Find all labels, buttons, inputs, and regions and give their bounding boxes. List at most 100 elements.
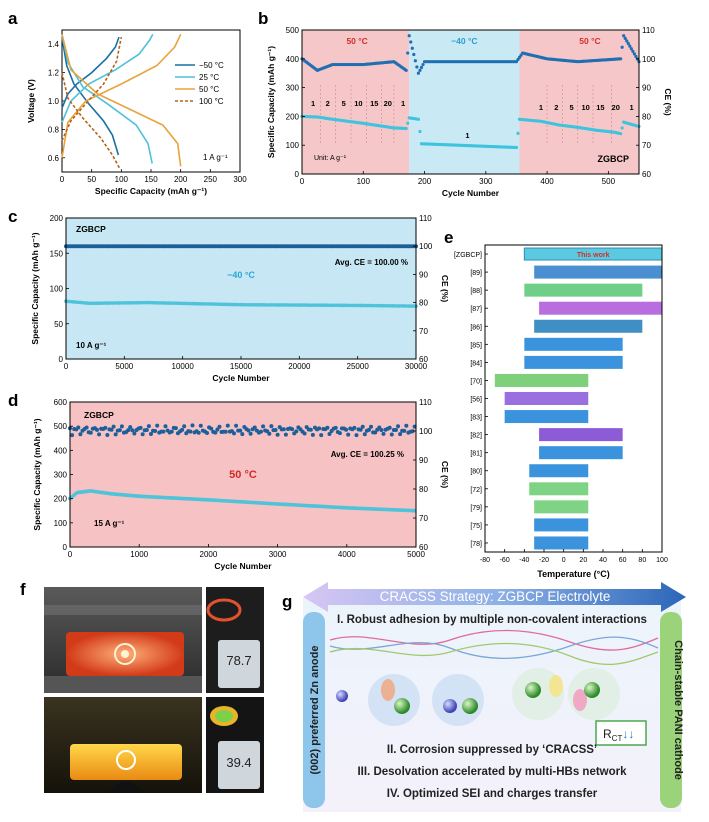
y-axis-label: Specific Capacity (mAh g⁻¹) [266, 46, 276, 158]
x-tick-label: 100 [656, 557, 668, 564]
y-tick-label: 600 [54, 398, 68, 407]
x-axis-label: Specific Capacity (mAh g⁻¹) [95, 186, 207, 196]
ce-point [205, 430, 210, 435]
ce-point [337, 431, 342, 436]
rate-label: 1 [539, 103, 543, 112]
y-right-tick-label: 80 [419, 485, 428, 494]
electrolyte-name: ZGBCP [598, 154, 630, 164]
ce-point [619, 57, 623, 61]
rate-label: 20 [384, 99, 392, 108]
y-right-tick-label: 110 [642, 26, 655, 35]
ce-point [182, 424, 187, 429]
capacity-point [514, 145, 519, 150]
ce-point [144, 427, 149, 432]
y-tick-label: 0.8 [48, 125, 60, 134]
x-tick-label: 0 [300, 177, 305, 186]
x-axis-label: Cycle Number [214, 561, 272, 571]
y-axis-label: Specific Capacity (mAh g⁻¹) [30, 232, 40, 344]
ce-point [409, 40, 413, 44]
capacity-point [619, 132, 623, 136]
ce-point [319, 433, 324, 438]
ce-point [113, 432, 118, 437]
ce-point [404, 423, 409, 428]
legend-label: −50 °C [199, 61, 224, 70]
y-tick-label: 1.0 [48, 97, 60, 106]
ce-point [381, 431, 386, 436]
x-tick-label: 0 [562, 557, 566, 564]
capacity-point [620, 126, 624, 130]
thermometer-display-top [218, 640, 260, 688]
series-charge-curve [61, 36, 120, 109]
y-right-tick-label: 80 [419, 299, 428, 308]
x-tick-label: 60 [619, 557, 627, 564]
ce-point [410, 46, 414, 50]
ce-point [163, 424, 168, 429]
y-tick-label: 50 [54, 320, 63, 329]
x-tick-label: 50 [87, 175, 96, 184]
ce-point [358, 427, 363, 432]
temperature-range-bar [539, 301, 662, 315]
chart-a-voltage-profiles: 0 50 100 150 200 250 300 0.6 0.8 1.0 1.2 1.4 Specifi… [26, 29, 247, 196]
temperature-range-bar [534, 518, 589, 532]
ce-point [366, 427, 371, 432]
temperature-range-bar [529, 464, 589, 478]
panel-f-photos: 78.7 39.4 [44, 587, 264, 793]
ce-point [623, 36, 627, 40]
reference-label: [85] [470, 342, 482, 349]
y-right-axis-label: CE (%) [663, 88, 673, 116]
ce-point [325, 425, 330, 430]
rct-symbol: R [603, 727, 612, 741]
x-tick-label: 3000 [269, 550, 287, 559]
rate-label: 2 [554, 103, 558, 112]
ce-point [238, 428, 243, 433]
ce-point [209, 426, 214, 431]
temperature-range-bar [534, 265, 662, 279]
ce-point [146, 424, 151, 429]
reference-label: [87] [470, 306, 482, 313]
x-tick-label: 2000 [200, 550, 218, 559]
ce-point [634, 54, 638, 59]
ce-point [109, 427, 114, 432]
rate-label: 15 [370, 99, 378, 108]
ce-point [78, 432, 83, 437]
panel-g-schematic: CRACSS Strategy: ZGBCP Electrolyte (002)… [303, 582, 686, 812]
region-bg-minus40 [409, 30, 520, 174]
temperature-label: −40 °C [227, 270, 255, 280]
x-tick-label: -80 [480, 557, 490, 564]
electrolyte-name: ZGBCP [76, 224, 106, 234]
svg-text:RCT↓↓: RCT↓↓ [603, 727, 634, 743]
ce-point [352, 425, 357, 430]
y-tick-label: 0 [63, 543, 68, 552]
panel-label-a: a [8, 9, 18, 28]
ce-point [126, 428, 131, 433]
chart-d-long-cycling-50c: 0 1000 2000 3000 4000 5000 0 100 200 300 400 500 600… [32, 398, 450, 571]
pani-cathode-label: Chain-stable PANI cathode [672, 640, 684, 780]
chart-b-rate-performance: 0 100 200 300 400 500 0 100 200 300 400 500 60 70 80 90… [266, 26, 673, 198]
rate-annotation: 15 A g⁻¹ [94, 519, 125, 528]
ce-point [294, 429, 299, 434]
y-tick-label: 0 [59, 355, 64, 364]
thermometer-reading-top: 78.7 [226, 653, 251, 668]
reference-label: [84] [470, 360, 482, 367]
this-work-label: This work [577, 252, 610, 259]
y-right-tick-label: 70 [419, 327, 428, 336]
y-tick-label: 100 [50, 285, 64, 294]
ce-point [111, 424, 116, 429]
ce-point [302, 431, 307, 436]
temperature-range-bar [504, 410, 589, 424]
x-tick-label: 5000 [115, 362, 133, 371]
ce-point [232, 431, 237, 436]
ce-point [198, 423, 203, 428]
panel-label-f: f [20, 580, 26, 599]
rate-annotation: 10 A g⁻¹ [76, 341, 107, 350]
glowing-pouch-cell-yellow [70, 744, 182, 780]
plot-frame [69, 401, 417, 548]
rct-arrows: ↓↓ [622, 727, 634, 741]
rate-label: 2 [326, 99, 330, 108]
reference-label: [89] [470, 270, 482, 277]
average-ce-label: Avg. CE = 100.00 % [335, 258, 408, 267]
x-tick-label: 20000 [288, 362, 311, 371]
region-bg-50c-second [519, 30, 639, 174]
rct-subscript: CT [612, 734, 623, 743]
temperature-range-bar [534, 319, 643, 333]
